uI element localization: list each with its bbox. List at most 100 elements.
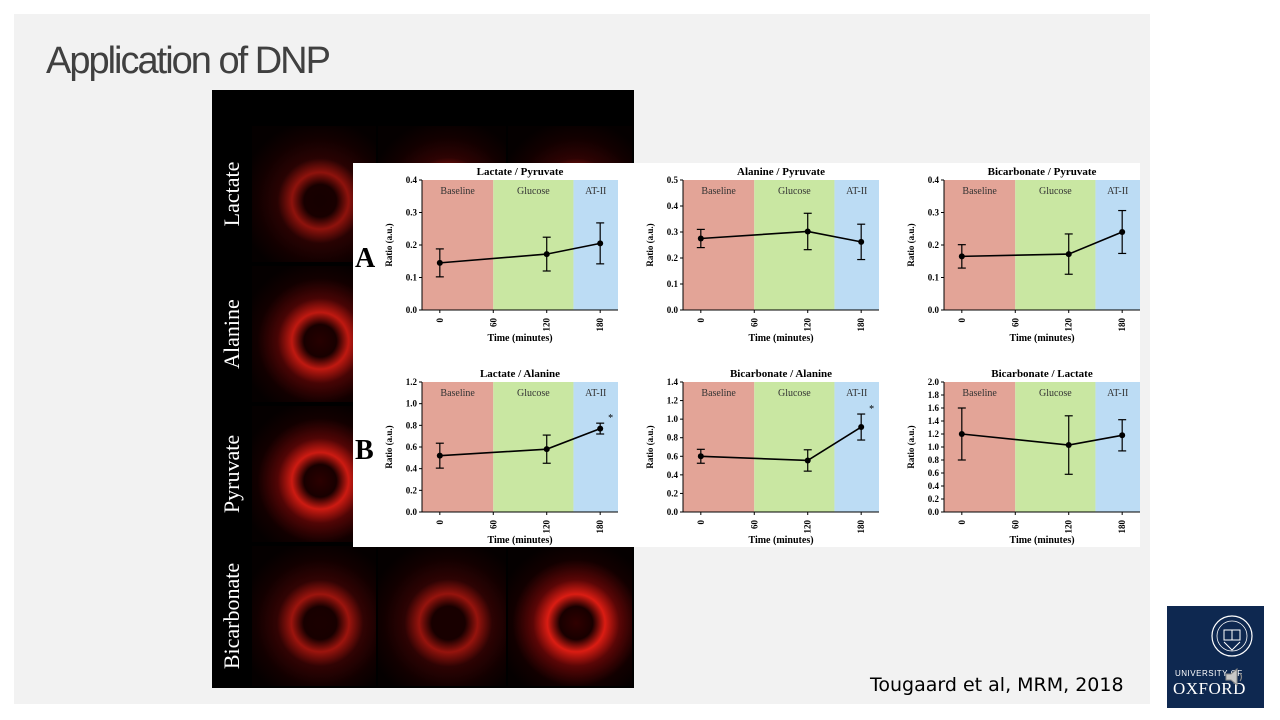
chart-4-y-tick-label: 0.8 <box>406 420 418 430</box>
chart-3-x-tick-label: 180 <box>1117 318 1127 332</box>
chart-2-data-point <box>697 235 704 242</box>
chart-2-title: Alanine / Pyruvate <box>737 166 825 178</box>
chart-4-title: Lactate / Alanine <box>480 368 560 380</box>
chart-5-significance-marker: * <box>869 404 874 415</box>
chart-3-x-tick-label: 60 <box>1010 318 1020 328</box>
chart-2-y-tick-label: 0.3 <box>667 227 679 237</box>
chart-6-x-tick-label: 120 <box>1064 520 1074 534</box>
chart-2-x-tick-label: 0 <box>696 318 706 323</box>
chart-5-phase-glucose <box>754 382 835 512</box>
chart-1-data-point <box>597 240 604 247</box>
mri-image-bicarbonate-at-ii <box>508 546 632 686</box>
chart-5-phase-label: Baseline <box>701 388 736 399</box>
chart-2-phase-label: Glucose <box>778 186 811 197</box>
chart-2-phase-glucose <box>754 180 835 310</box>
chart-3-phase-glucose <box>1015 180 1096 310</box>
citation: Tougaard et al, MRM, 2018 <box>870 674 1124 696</box>
chart-1-y-tick-label: 0.4 <box>406 175 418 185</box>
chart-5-y-tick-label: 0.0 <box>667 507 679 517</box>
mri-column-header-at-ii: AT-II <box>508 92 632 122</box>
mri-image-bicarbonate-glucose <box>378 546 506 686</box>
chart-4-phase-label: Glucose <box>517 388 550 399</box>
chart-2-x-label: Time (minutes) <box>748 333 813 344</box>
chart-4-y-tick-label: 0.6 <box>406 442 418 452</box>
oxford-crest-icon <box>1211 615 1253 657</box>
chart-5-x-tick-label: 120 <box>803 520 813 534</box>
chart-5-phase-label: AT-II <box>846 388 867 399</box>
chart-2-phase-atii <box>834 180 879 310</box>
mri-row-label-lactate: Lactate <box>214 126 250 262</box>
chart-6-title: Bicarbonate / Lactate <box>991 368 1093 380</box>
chart-5-x-tick-label: 0 <box>696 520 706 525</box>
mri-image-bicarbonate-baseline <box>252 546 376 686</box>
chart-4-y-tick-label: 0.4 <box>406 464 418 474</box>
chart-1-phase-glucose <box>493 180 574 310</box>
chart-5-y-tick-label: 0.6 <box>667 451 679 461</box>
chart-6-data-point <box>958 431 965 437</box>
chart-5-y-tick-label: 1.0 <box>667 414 679 424</box>
chart-4-y-tick-label: 1.2 <box>406 377 418 387</box>
chart-6-y-tick-label: 0.2 <box>928 494 940 504</box>
chart-1-y-tick-label: 0.2 <box>406 240 418 250</box>
mri-row-label-pyruvate: Pyruvate <box>214 406 250 542</box>
chart-4-x-tick-label: 0 <box>435 520 445 525</box>
chart-6-y-tick-label: 2.0 <box>928 377 940 387</box>
chart-2-y-tick-label: 0.2 <box>667 253 679 263</box>
chart-5-data-point <box>858 424 865 431</box>
chart-6-y-label: Ratio (a.u.) <box>906 425 916 468</box>
panel-label-b: B <box>355 435 374 466</box>
chart-5-x-tick-label: 180 <box>856 520 866 534</box>
chart-5-x-label: Time (minutes) <box>748 535 813 546</box>
chart-2-x-tick-label: 120 <box>803 318 813 332</box>
chart-2-y-tick-label: 0.1 <box>667 279 679 289</box>
chart-3-phase-label: Glucose <box>1039 186 1072 197</box>
chart-5-y-label: Ratio (a.u.) <box>645 425 655 468</box>
chart-3-data-point <box>958 253 965 260</box>
chart-6-x-tick-label: 0 <box>957 520 967 525</box>
chart-1-phase-label: AT-II <box>585 186 606 197</box>
chart-1-x-tick-label: 0 <box>435 318 445 323</box>
chart-5-phase-label: Glucose <box>778 388 811 399</box>
chart-1-x-tick-label: 180 <box>595 318 605 332</box>
chart-2-y-tick-label: 0.5 <box>667 175 679 185</box>
chart-3-y-tick-label: 0.1 <box>928 273 940 283</box>
chart-3-y-tick-label: 0.4 <box>928 175 940 185</box>
chart-4-data-point <box>597 425 604 432</box>
mri-row-label-bicarbonate: Bicarbonate <box>214 546 250 686</box>
chart-6-x-tick-label: 180 <box>1117 520 1127 534</box>
chart-2-y-label: Ratio (a.u.) <box>645 223 655 266</box>
speaker-icon[interactable] <box>1224 666 1246 688</box>
chart-1-y-tick-label: 0.0 <box>406 305 418 315</box>
chart-1-data-point <box>543 251 550 258</box>
chart-6-phase-label: Baseline <box>962 388 997 399</box>
chart-6-y-tick-label: 1.4 <box>928 416 940 426</box>
chart-1-title: Lactate / Pyruvate <box>477 166 564 178</box>
chart-6-x-label: Time (minutes) <box>1009 535 1074 546</box>
chart-1-y-tick-label: 0.1 <box>406 273 418 283</box>
mri-column-header-baseline: Baseline <box>252 92 376 122</box>
chart-1-phase-label: Glucose <box>517 186 550 197</box>
chart-5-x-tick-label: 60 <box>749 520 759 530</box>
chart-3-phase-atii <box>1095 180 1140 310</box>
chart-6-phase-label: AT-II <box>1107 388 1128 399</box>
chart-3-y-tick-label: 0.0 <box>928 305 940 315</box>
chart-4-phase-glucose <box>493 382 574 512</box>
chart-4-y-tick-label: 1.0 <box>406 399 418 409</box>
chart-1-data-point <box>436 259 443 266</box>
chart-1-phase-baseline <box>422 180 494 310</box>
chart-4-phase-atii <box>573 382 618 512</box>
chart-2-phase-baseline <box>683 180 755 310</box>
chart-4-phase-label: Baseline <box>440 388 475 399</box>
chart-6-y-tick-label: 1.8 <box>928 390 940 400</box>
chart-6-phase-atii <box>1095 382 1140 512</box>
slide-title: Application of DNP <box>46 40 331 82</box>
chart-1-y-label: Ratio (a.u.) <box>384 223 394 266</box>
chart-1-x-tick-label: 60 <box>488 318 498 328</box>
chart-5-y-tick-label: 0.4 <box>667 470 679 480</box>
chart-4-y-label: Ratio (a.u.) <box>384 425 394 468</box>
chart-2-y-tick-label: 0.4 <box>667 201 679 211</box>
chart-2-phase-label: Baseline <box>701 186 736 197</box>
chart-1-phase-label: Baseline <box>440 186 475 197</box>
chart-5-y-tick-label: 1.2 <box>667 396 679 406</box>
chart-4-x-tick-label: 180 <box>595 520 605 534</box>
